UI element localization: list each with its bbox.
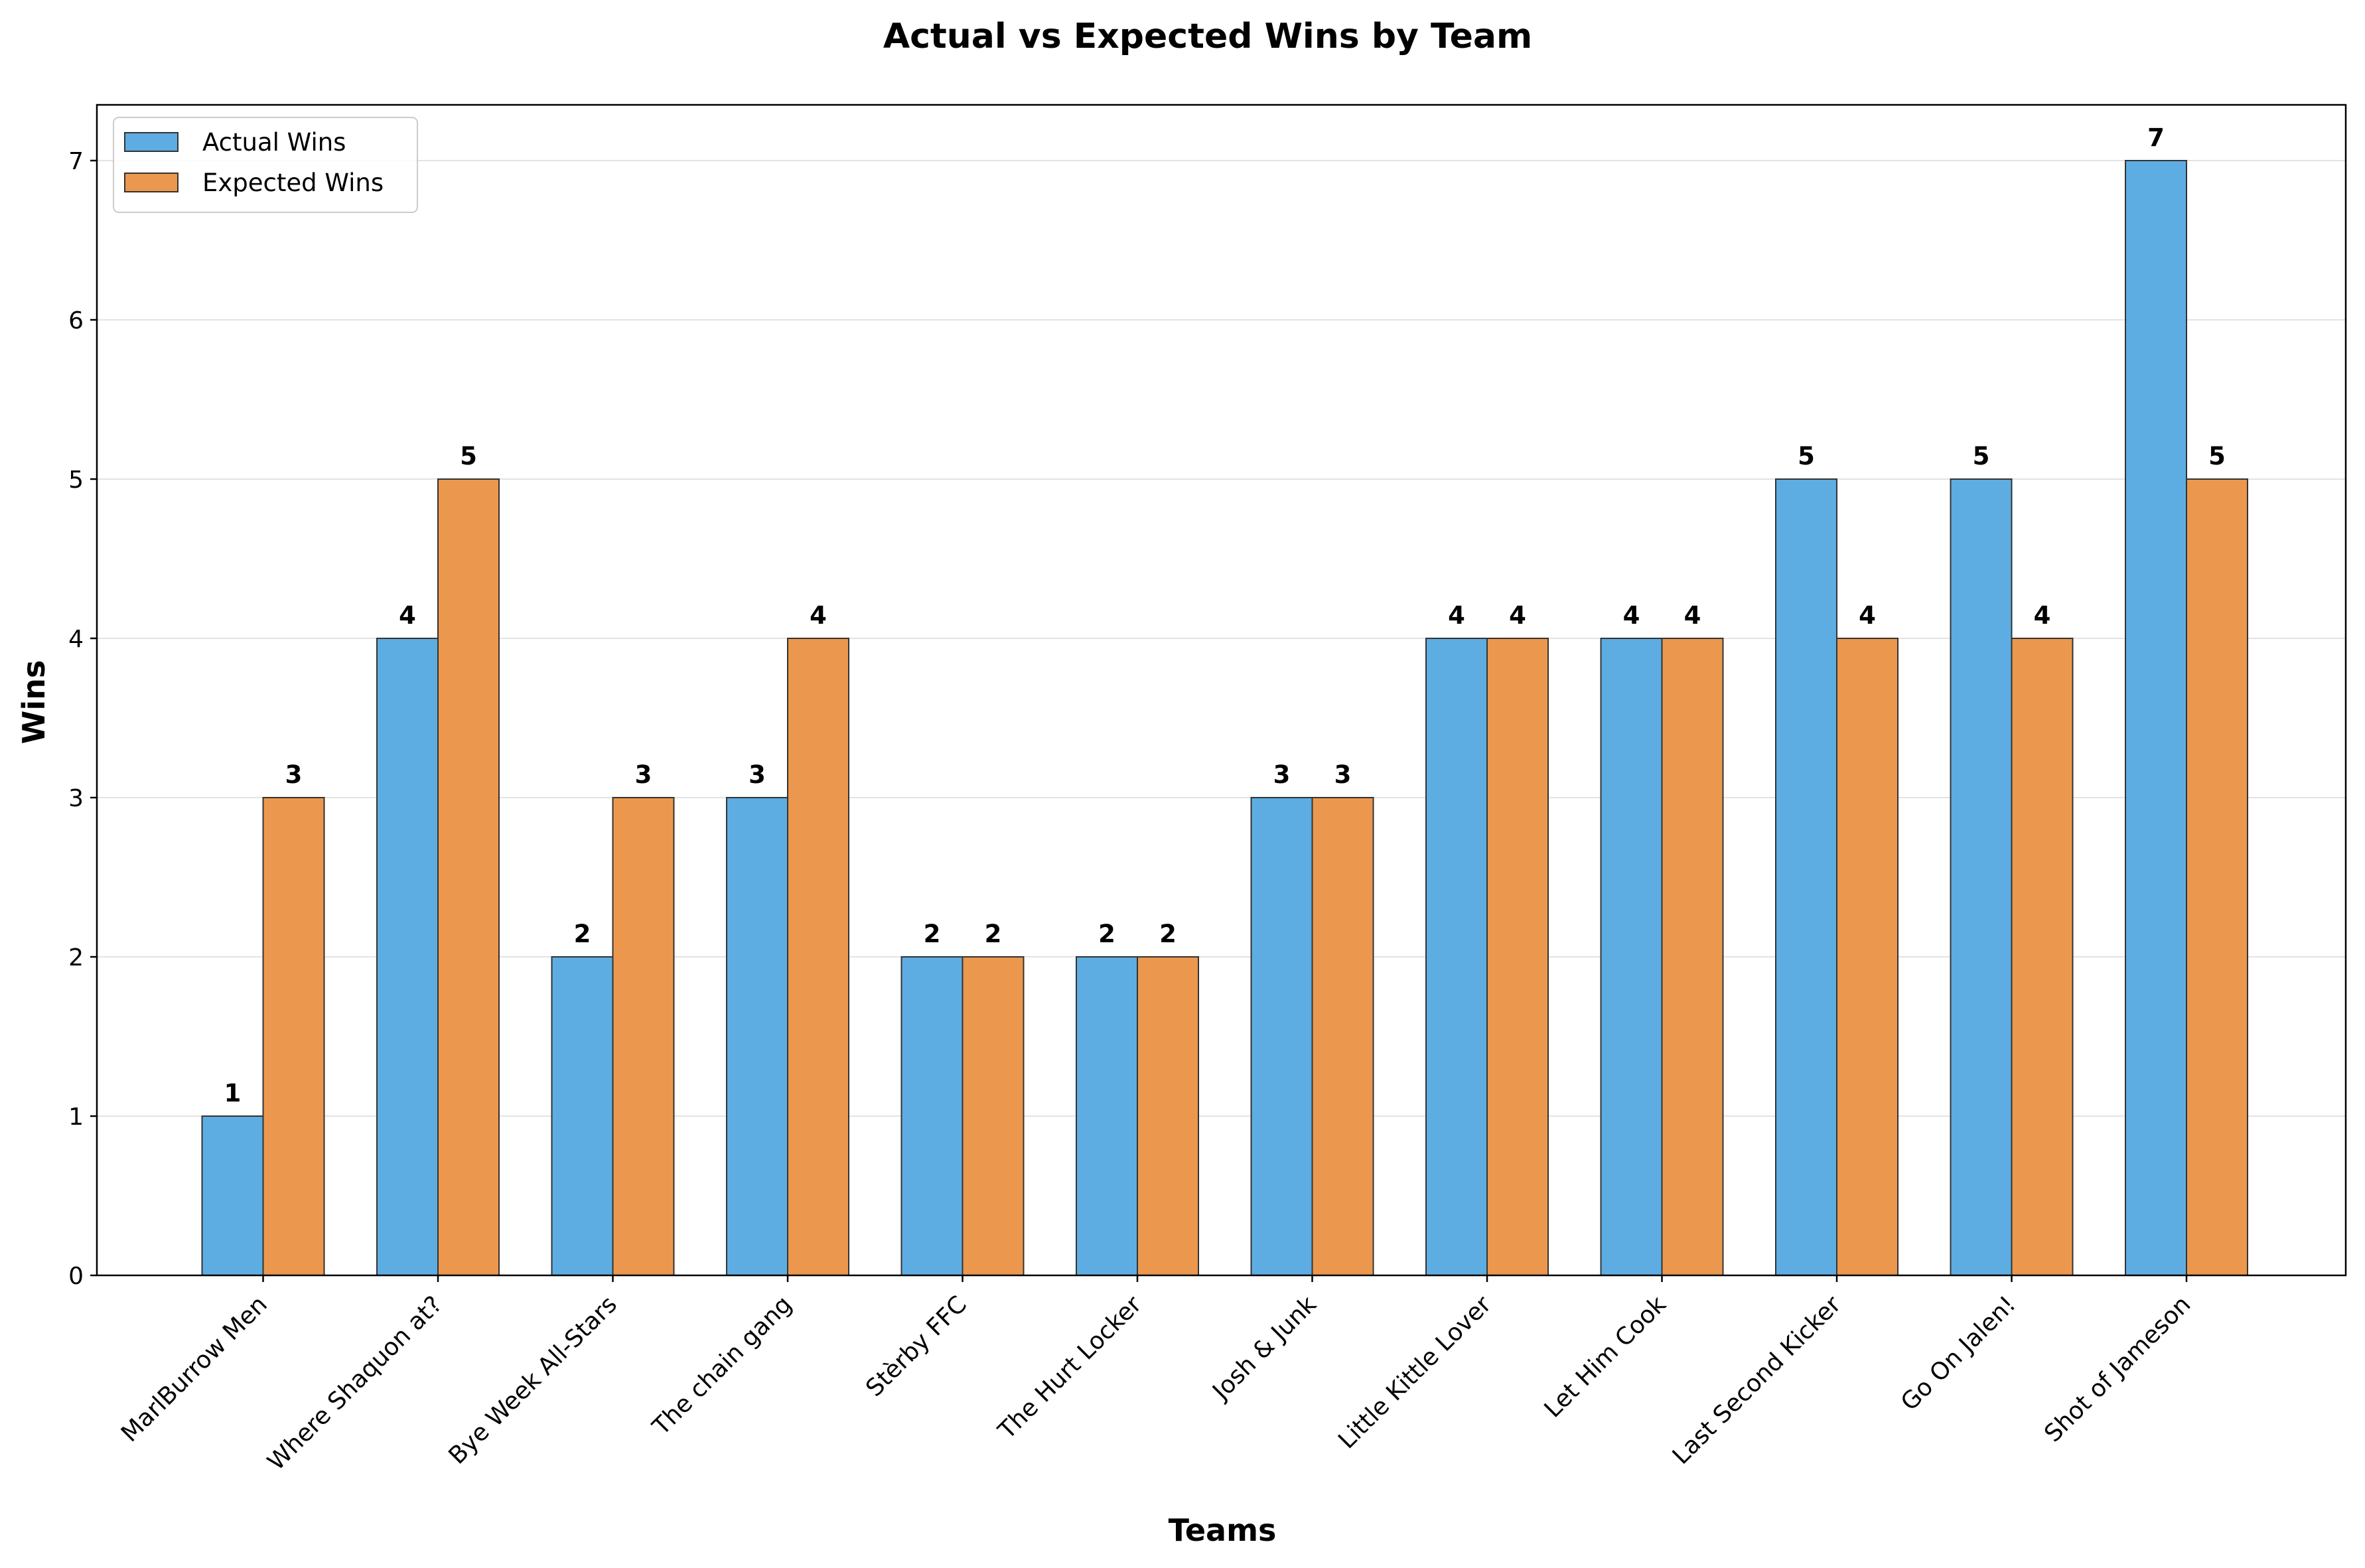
bar [2125, 160, 2187, 1276]
bar [1076, 956, 1138, 1276]
y-axis-label: Wins [16, 660, 52, 745]
bar-value-label: 3 [635, 760, 652, 789]
bar [376, 638, 439, 1276]
bar [787, 638, 849, 1276]
legend: Actual Wins Expected Wins [113, 117, 418, 213]
y-tick-label: 7 [68, 148, 84, 175]
y-tick-label: 4 [68, 626, 84, 653]
bar [1137, 956, 1199, 1276]
bar-value-label: 1 [224, 1079, 242, 1107]
bar-value-label: 2 [1098, 920, 1115, 948]
y-tick-label: 3 [68, 785, 84, 812]
bar-value-label: 5 [1973, 442, 1990, 470]
bar [551, 956, 614, 1276]
bar-value-label: 4 [1509, 601, 1526, 630]
bar-value-label: 5 [2208, 442, 2226, 470]
bar-value-label: 4 [399, 601, 416, 630]
y-axis-ticks: 0 1 2 3 4 5 6 7 [68, 148, 97, 1290]
bar [1600, 638, 1663, 1276]
bar [2011, 638, 2074, 1276]
legend-box [113, 117, 418, 213]
bars [201, 160, 2248, 1276]
bar [437, 478, 500, 1276]
bar [962, 956, 1025, 1276]
legend-label: Actual Wins [202, 128, 346, 157]
bar [201, 1115, 264, 1276]
legend-swatch [124, 173, 179, 192]
bar-value-label: 2 [924, 920, 941, 948]
bar [1950, 478, 2013, 1276]
bar-value-label: 2 [574, 920, 591, 948]
bar-value-label: 2 [1159, 920, 1177, 948]
y-tick-label: 6 [68, 307, 84, 334]
bar [1661, 638, 1724, 1276]
bar-value-label: 5 [1798, 442, 1815, 470]
bar [1775, 478, 1837, 1276]
bar-value-label: 4 [2034, 601, 2051, 630]
bar [900, 956, 964, 1276]
x-axis-label: Teams [1169, 1512, 1277, 1548]
y-tick-label: 0 [68, 1263, 84, 1290]
bar-value-label: 3 [1273, 760, 1291, 789]
bar [1836, 638, 1899, 1276]
bar [2186, 478, 2248, 1276]
bar-value-label: 2 [985, 920, 1002, 948]
bar-value-label: 3 [285, 760, 303, 789]
bar-value-label: 4 [1684, 601, 1701, 630]
bar [726, 797, 788, 1276]
bar-value-label: 3 [1334, 760, 1352, 789]
legend-label: Expected Wins [202, 169, 384, 197]
bar-value-label: 4 [1859, 601, 1876, 630]
legend-swatch [124, 132, 179, 152]
bar [1425, 638, 1488, 1276]
bar-value-label: 4 [1448, 601, 1465, 630]
data-labels: 1 3 4 5 2 3 3 4 2 2 2 2 3 3 4 4 4 4 5 4 5 4 7 5 [224, 123, 2226, 1107]
bar [1486, 638, 1549, 1276]
y-tick-label: 5 [68, 466, 84, 494]
bar [1311, 797, 1374, 1276]
bar-value-label: 5 [460, 442, 477, 470]
bar [262, 797, 325, 1276]
plot-area-frame [96, 104, 2347, 1277]
bar [1250, 797, 1313, 1276]
y-tick-label: 2 [68, 944, 84, 971]
bar-value-label: 3 [749, 760, 766, 789]
y-tick-label: 1 [68, 1104, 84, 1131]
bar-value-label: 4 [1623, 601, 1640, 630]
bar-value-label: 7 [2147, 123, 2165, 152]
chart-title: Actual vs Expected Wins by Team [883, 17, 1532, 56]
bar [612, 797, 675, 1276]
bar-value-label: 4 [810, 601, 827, 630]
